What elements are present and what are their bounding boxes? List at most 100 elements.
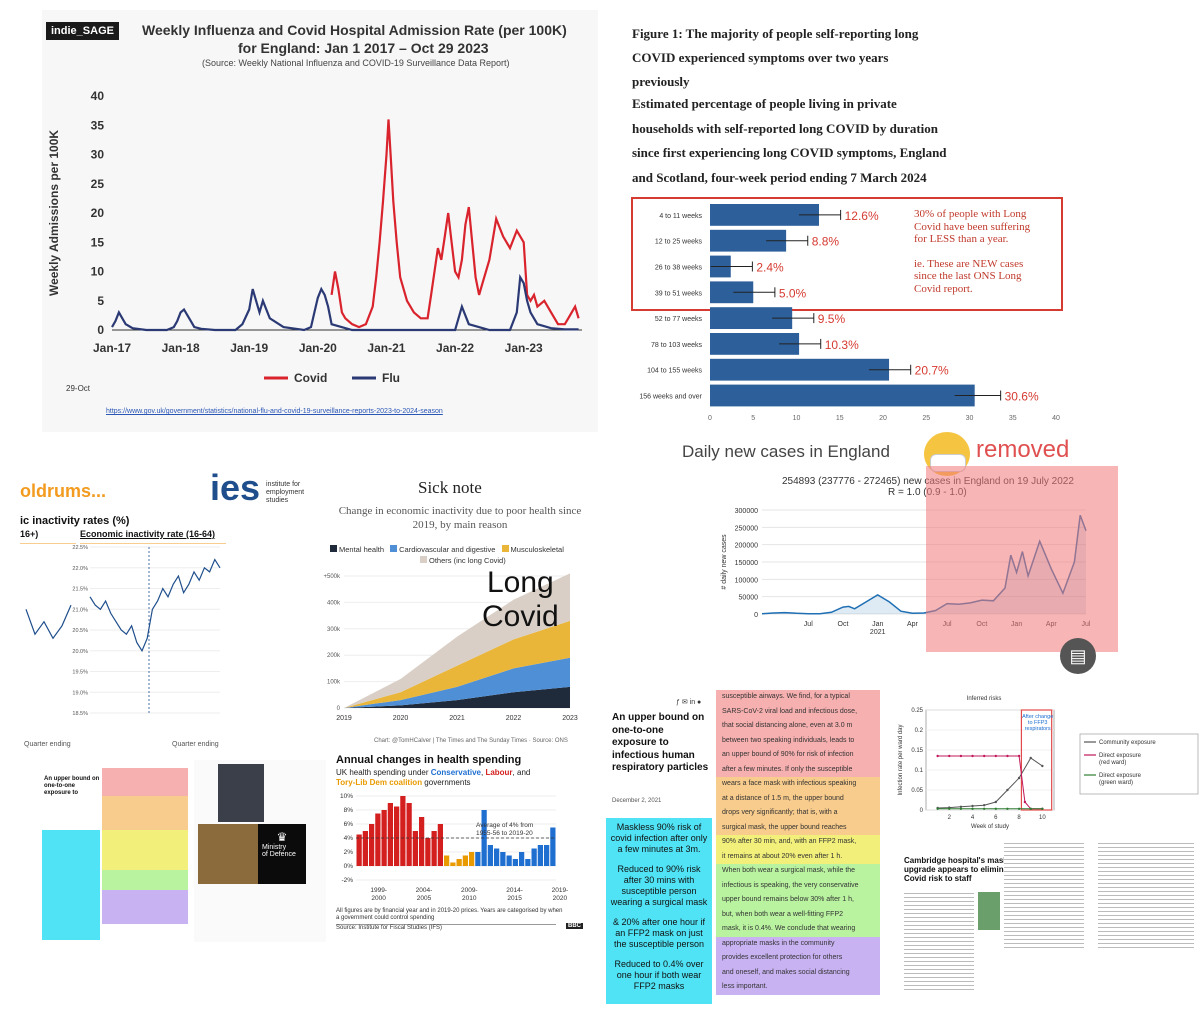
headline-line2: upgrade appears to eliminate (904, 865, 1016, 874)
y-tick-label: 35 (91, 118, 105, 132)
summary-line5: after 30 mins with (623, 875, 695, 885)
quote-line: infectious is speaking, the very conserv… (716, 878, 880, 893)
risk-point-2 (936, 807, 939, 810)
thumb-title-line2: one-to-one (44, 783, 75, 789)
ies-logo-sub2: employment (266, 489, 305, 496)
figure-description: Estimated percentage of people living in… (632, 92, 947, 190)
paper-icons[interactable]: ƒ ✉ in ● (676, 699, 702, 706)
legend-cardio: Cardiovascular and digestive (390, 545, 495, 554)
spending-subtitle: UK health spending under Conservative, L… (336, 768, 592, 788)
risk-point-0 (1017, 776, 1021, 780)
subtitle-suffix: governments (422, 778, 471, 787)
bar (710, 204, 819, 226)
x-tick-label: 40 (1052, 415, 1060, 422)
paper-title-line1: An upper bound on (612, 712, 705, 723)
news-photo (978, 892, 1000, 930)
x-tick-label: 8 (1017, 815, 1021, 821)
x-tick-label: Jan-18 (162, 341, 200, 355)
x-tick-label: 10 (1039, 815, 1046, 821)
thumb-title-line1: An upper bound on (44, 776, 100, 782)
x-tick-label-2: 2010 (462, 895, 477, 902)
x-tick-label: 2 (948, 815, 952, 821)
x-tick-label: Jan-21 (367, 341, 405, 355)
bar (487, 845, 493, 866)
risk-point-0 (1029, 756, 1032, 760)
quote-line: 90% after 30 min, and, with an FFP2 mask… (716, 835, 880, 850)
long-covid-overlay: Long Covid (482, 566, 559, 634)
mod-photo (218, 764, 264, 822)
x-tick-label: 10 (793, 415, 801, 422)
value-label: 9.5% (818, 312, 846, 326)
figure-title-line1: Figure 1: The majority of people self-re… (632, 26, 919, 41)
risk-point-1 (994, 754, 998, 758)
bar (425, 838, 431, 866)
quote-line: that social distancing alone, even at 3.… (716, 719, 880, 734)
bar (475, 852, 481, 866)
source-url-link[interactable]: https://www.gov.uk/government/statistics… (106, 408, 443, 415)
spending-average: Average of 4% from 1955-56 to 2019-20 (476, 822, 533, 838)
legend-label-covid: Covid (294, 371, 327, 385)
legend-msk: Musculoskeletal (501, 545, 564, 554)
spending-source: Source: Institute for Fiscal Studies (IF… (336, 924, 556, 931)
mod-panel: ♛ Ministry of Defence (194, 760, 326, 942)
risk-title: Inferred risks (967, 696, 1002, 702)
quote-line: between two speaking individuals, leads … (716, 733, 880, 748)
summary-line12: one hour if both wear (616, 970, 702, 980)
quote-line: and oneself, and makes social distancing (716, 965, 880, 980)
figure-title-line3: previously (632, 74, 690, 89)
y-tick-label: 8% (344, 807, 354, 814)
bar (362, 831, 368, 866)
quote-line: SARS-CoV-2 viral load and infectious dos… (716, 704, 880, 719)
subtitle-lib: Tory-Lib Dem coalition (336, 778, 423, 787)
x-tick-label: 0 (708, 415, 712, 422)
x-tick-label: 15 (836, 415, 844, 422)
ffp3-box (1020, 709, 1053, 811)
bar (412, 831, 418, 866)
ies-logo-sub: institute for employment studies (266, 481, 304, 505)
news-panel: Cambridge hospital's mask upgrade appear… (894, 836, 1200, 1006)
sick-note-legend: Mental health Cardiovascular and digesti… (330, 544, 590, 566)
ies-logo-sub1: institute for (266, 481, 301, 488)
value-label: 2.4% (756, 261, 784, 275)
bar (419, 817, 425, 866)
x-tick-label: Jan-20 (299, 341, 337, 355)
news-text-block-3 (1098, 840, 1194, 950)
x-tick-label: 2019- (552, 887, 569, 894)
bar (710, 229, 787, 252)
footer-line1: All figures are by financial year and in… (336, 908, 563, 914)
category-label: 4 to 11 weeks (659, 213, 702, 220)
mod-badge: ♛ Ministry of Defence (258, 824, 306, 884)
paper-date: December 2, 2021 (612, 798, 662, 804)
bar (710, 384, 975, 407)
x-tick-label: 2019 (336, 715, 352, 722)
series-line-covid (330, 119, 580, 329)
description-line4: and Scotland, four-week period ending 7 … (632, 169, 927, 185)
left-inactivity-line (25, 604, 72, 640)
news-text-block-1 (904, 890, 974, 990)
value-label: 5.0% (779, 286, 807, 300)
risk-point-1 (1023, 800, 1027, 804)
legend-label-1: (red ward) (1099, 760, 1126, 766)
bar (444, 855, 450, 866)
summary-line6: susceptible person (621, 886, 697, 896)
risk-point-1 (1017, 754, 1021, 758)
long-covid-panel: Figure 1: The majority of people self-re… (606, 10, 1200, 430)
y-tick-label: 19.5% (72, 670, 88, 676)
y-tick-label: 6% (344, 821, 354, 828)
note-line4: ie. These are NEW cases (914, 257, 1024, 270)
bar (519, 852, 525, 866)
category-label: 156 weeks and over (639, 394, 702, 401)
legend-mental: Mental health (330, 545, 384, 554)
risk-point-2 (948, 807, 951, 810)
bar (506, 855, 512, 866)
legend-label-flu: Flu (382, 371, 400, 385)
x-tick-label: Oct (838, 621, 849, 628)
risk-point-2 (1017, 807, 1021, 810)
print-icon[interactable]: ▤ (1060, 638, 1096, 674)
ies-left-label: 16+) (20, 529, 39, 539)
risk-point-2 (971, 807, 974, 810)
mod-label2: of Defence (262, 851, 296, 858)
y-tick-label: 4% (344, 835, 354, 842)
risk-ylabel: Infection rate per ward day (898, 724, 904, 795)
news-text-block-2 (1004, 840, 1084, 950)
